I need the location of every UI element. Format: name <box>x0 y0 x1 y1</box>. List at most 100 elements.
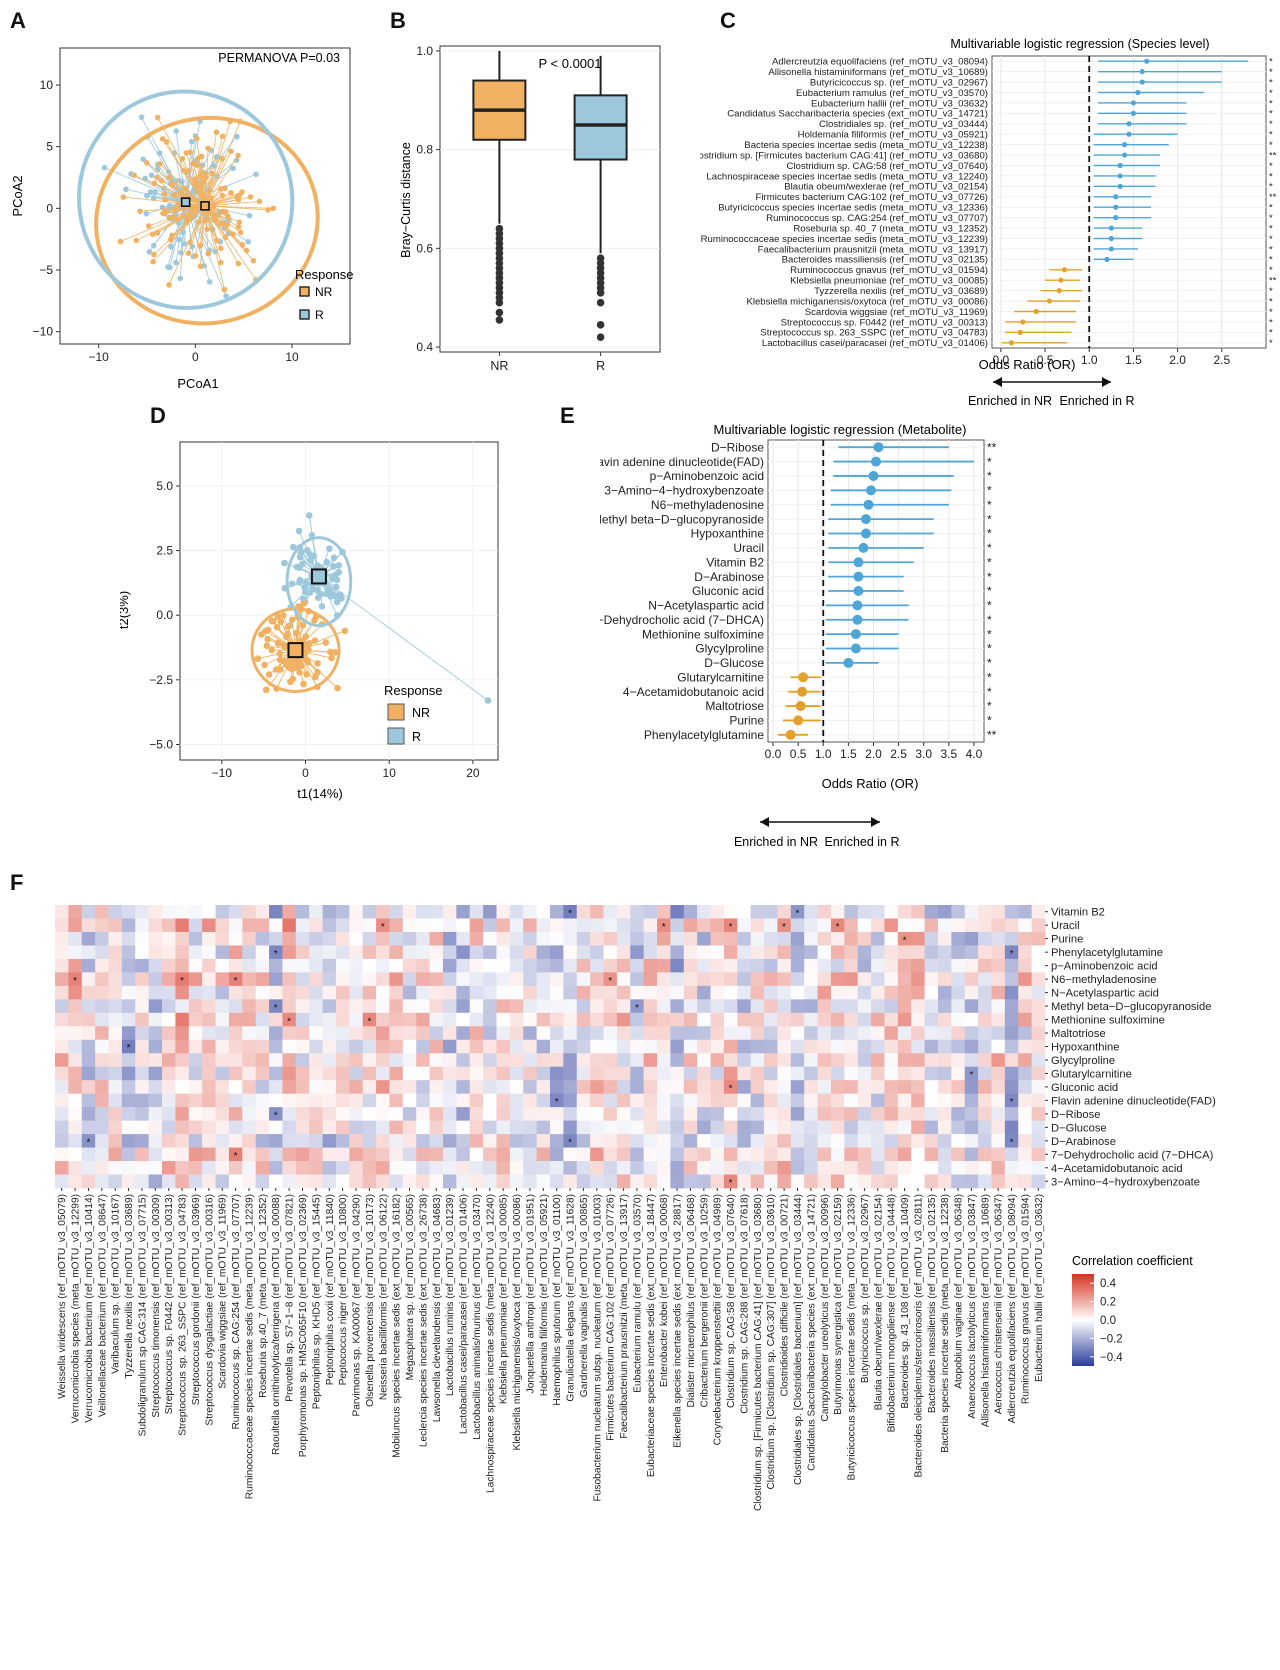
r-point <box>175 177 182 184</box>
heatmap-cell <box>148 1107 163 1122</box>
plot-frame <box>439 45 661 353</box>
r-point <box>314 562 322 570</box>
or-point <box>871 456 881 467</box>
heatmap-cell <box>335 985 350 1000</box>
heatmap-cell <box>1031 1093 1046 1108</box>
heatmap-cell <box>830 999 845 1014</box>
heatmap-cell <box>723 1147 738 1162</box>
heatmap-cell <box>576 1093 591 1108</box>
heatmap-cell <box>429 1147 444 1162</box>
heatmap-cell <box>1004 1066 1019 1081</box>
nr-point <box>296 669 303 676</box>
heatmap-cell <box>442 1080 457 1095</box>
heatmap-cell <box>135 958 150 973</box>
or-point <box>852 600 863 611</box>
heatmap-cell <box>188 1174 203 1189</box>
heatmap-cell <box>162 985 176 1000</box>
x-tick-label: 1.0 <box>815 747 832 761</box>
legend-nr-label: NR <box>412 706 430 720</box>
heatmap-cell <box>951 1093 966 1108</box>
column-label: Peptococcus niger (ref_mOTU_v3_10800) <box>338 1194 349 1385</box>
heatmap-cell <box>630 1174 645 1189</box>
heatmap-cell <box>670 1026 685 1041</box>
heatmap-cell <box>804 985 818 1000</box>
r-point <box>307 556 314 564</box>
panel-label-c: C <box>720 8 736 33</box>
nr-point <box>144 160 150 166</box>
heatmap-cell <box>937 1134 952 1148</box>
heatmap-cell <box>523 945 538 960</box>
column-label: Weissella viridescens (ref_mOTU_v3_05079… <box>57 1194 68 1399</box>
or-point <box>1121 152 1128 158</box>
heatmap-cell <box>175 985 190 1000</box>
r-point <box>144 192 150 199</box>
heatmap-cell <box>937 945 952 960</box>
heatmap-cell <box>496 1039 511 1054</box>
significance-mark: * <box>1269 213 1273 224</box>
heatmap-cell <box>309 905 323 919</box>
significance-mark: * <box>1269 140 1273 151</box>
heatmap-cell <box>723 985 738 1000</box>
panel-b-boxplot: 1.00.80.60.4 NR R P < 0.0001 Bray−Curtis … <box>399 44 661 373</box>
heatmap-cell <box>750 972 765 987</box>
heatmap-cell <box>951 1026 966 1041</box>
significance-mark: * <box>1269 223 1273 234</box>
heatmap-cell <box>309 1066 323 1081</box>
heatmap-cell <box>978 1134 992 1148</box>
heatmap-cell <box>322 931 337 946</box>
heatmap-cell <box>376 1107 390 1122</box>
heatmap-cell <box>697 1080 711 1095</box>
heatmap-cell <box>95 905 109 919</box>
heatmap-cell <box>710 1039 725 1054</box>
heatmap-cell <box>924 1066 939 1081</box>
heatmap-cell <box>777 1053 792 1068</box>
heatmap-cell <box>255 1174 270 1189</box>
heatmap-cell <box>817 1066 832 1081</box>
or-point <box>1117 183 1123 189</box>
heatmap-cell <box>550 958 564 973</box>
heatmap-cell <box>830 1107 845 1122</box>
heatmap-cell <box>402 918 417 933</box>
heatmap-cell <box>81 1066 96 1081</box>
heatmap-cell <box>523 1147 538 1162</box>
heatmap-cell <box>991 972 1006 987</box>
heatmap-cell <box>456 905 471 919</box>
heatmap-cell <box>817 972 832 987</box>
column-label: Veillonellaceae bacterium (ref_mOTU_v3_0… <box>97 1194 108 1417</box>
heatmap-cell <box>322 1053 337 1068</box>
heatmap-cell <box>55 918 69 933</box>
heatmap-cell <box>937 972 952 987</box>
row-label: 3−Amino−4−hydroxybenzoate <box>604 484 764 498</box>
heatmap-cell <box>228 1012 243 1027</box>
heatmap-cell <box>215 972 230 987</box>
heatmap-cell <box>978 1161 992 1175</box>
heatmap-cell <box>710 1174 725 1189</box>
heatmap-cell <box>777 958 792 973</box>
heatmap-cell <box>228 931 243 946</box>
heatmap-cell <box>590 1161 604 1175</box>
column-label: Gardnerella vaginalis (ref_mOTU_v3_00865… <box>579 1194 590 1397</box>
heatmap-cell <box>108 985 123 1000</box>
heatmap-cell <box>911 985 925 1000</box>
heatmap-cell <box>911 1066 925 1081</box>
significance-mark: * <box>1269 317 1273 328</box>
column-label: Faecalibacterium prausnitzii (meta_mOTU_… <box>619 1194 630 1439</box>
heatmap-cell <box>710 1066 725 1081</box>
heatmap-cell <box>416 918 430 933</box>
heatmap-cell <box>282 1066 297 1081</box>
row-label: Adlercreutzia equolifaciens (ref_mOTU_v3… <box>772 57 988 68</box>
heatmap-cell <box>416 1174 430 1189</box>
heatmap-cell <box>269 1039 283 1054</box>
or-point <box>850 643 861 654</box>
heatmap-cell <box>95 985 109 1000</box>
heatmap-cell <box>1018 1120 1033 1135</box>
heatmap-cell <box>616 1161 631 1175</box>
heatmap-cell <box>509 1053 524 1068</box>
heatmap-cell <box>456 1080 471 1095</box>
row-label: Uracil <box>733 541 764 555</box>
heatmap-cell <box>121 1161 136 1175</box>
row-label: Klebsiella pneumoniae (ref_mOTU_v3_00085… <box>790 276 988 287</box>
heatmap-cell <box>429 1066 444 1081</box>
heatmap-cell <box>162 958 176 973</box>
heatmap-cell <box>590 1093 604 1108</box>
